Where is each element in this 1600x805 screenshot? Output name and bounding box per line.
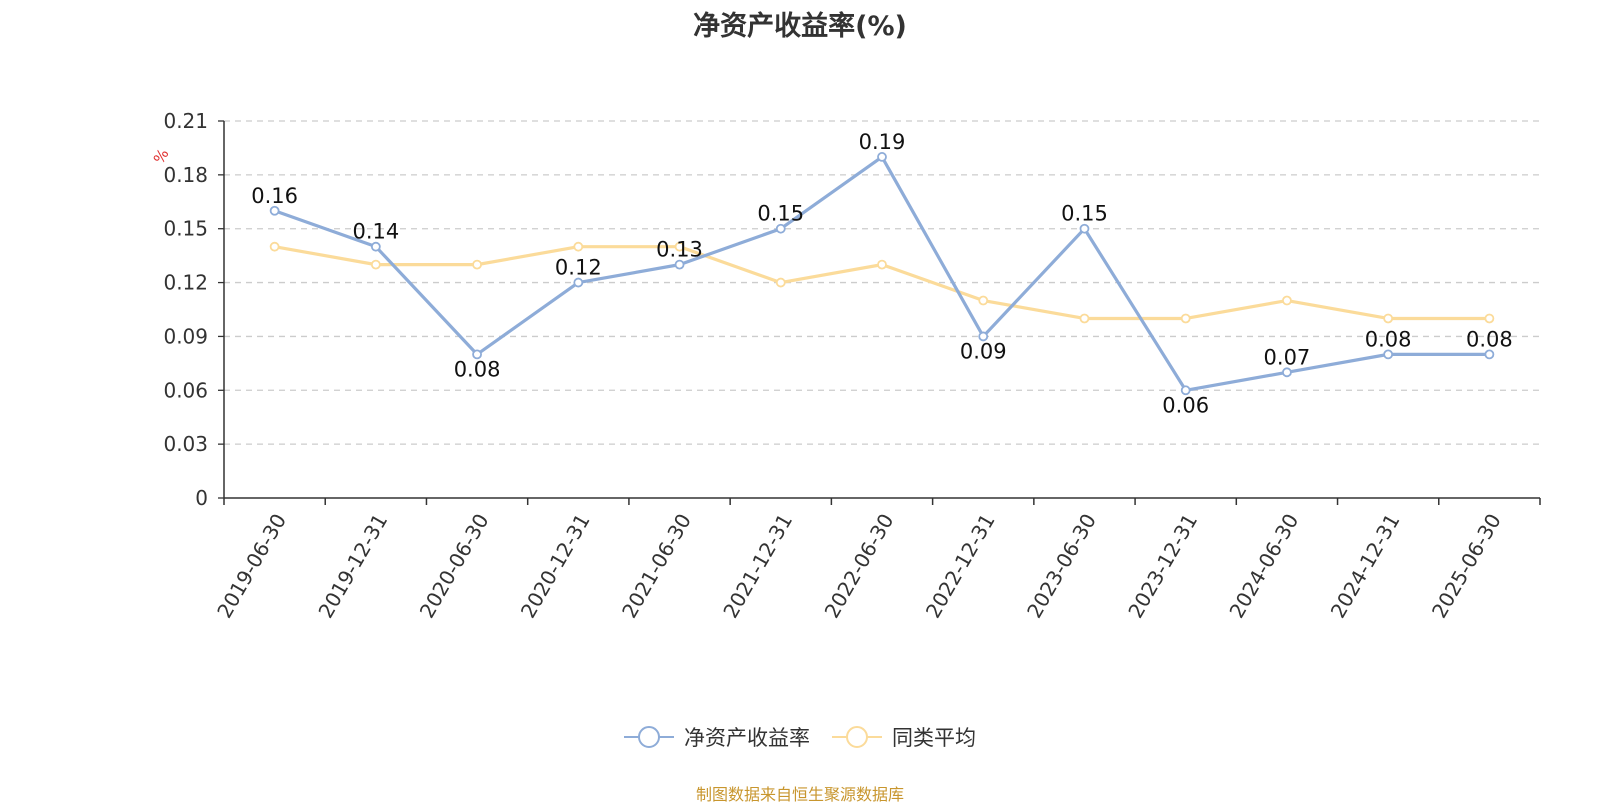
data-label: 0.16 bbox=[251, 184, 298, 208]
legend-item-roe[interactable]: 净资产收益率 bbox=[624, 722, 810, 752]
legend: 净资产收益率 同类平均 bbox=[0, 722, 1600, 752]
y-tick-label: 0.15 bbox=[163, 217, 208, 241]
x-tick-label: 2019-12-31 bbox=[313, 510, 392, 623]
data-labels: 0.16 0.14 0.08 0.12 0.13 0.15 0.19 0.09 0.15 0.06… bbox=[251, 130, 1513, 417]
series-1-point bbox=[269, 241, 280, 252]
legend-marker-peer-average bbox=[832, 726, 882, 748]
x-tick-label: 2023-06-30 bbox=[1022, 510, 1101, 623]
grid-lines bbox=[224, 120, 1540, 445]
data-label: 0.19 bbox=[859, 130, 906, 154]
series-1-point bbox=[370, 259, 381, 270]
y-tick-label: 0.21 bbox=[163, 109, 208, 133]
x-tick-label: 2023-12-31 bbox=[1123, 510, 1202, 623]
data-label: 0.09 bbox=[960, 339, 1007, 363]
series-1-point bbox=[1180, 313, 1191, 324]
legend-item-peer-average[interactable]: 同类平均 bbox=[832, 722, 976, 752]
series-0-point bbox=[573, 277, 584, 288]
series-1-point bbox=[472, 259, 482, 270]
series-0-point bbox=[269, 205, 280, 216]
series-1-point bbox=[1484, 313, 1495, 324]
y-tick-label: 0 bbox=[195, 486, 208, 510]
x-tick-label: 2025-06-30 bbox=[1427, 510, 1506, 623]
series-0-point bbox=[775, 223, 786, 234]
data-label: 0.12 bbox=[555, 256, 602, 280]
legend-marker-roe bbox=[624, 726, 674, 748]
series-0-point bbox=[877, 152, 887, 162]
x-tick-label: 2022-06-30 bbox=[820, 510, 899, 623]
series-1-point bbox=[1383, 313, 1394, 324]
x-tick-label: 2024-12-31 bbox=[1326, 510, 1405, 623]
y-tick-label: 0.06 bbox=[163, 378, 208, 402]
series-1-point bbox=[573, 241, 584, 252]
data-label: 0.07 bbox=[1264, 345, 1311, 369]
data-label: 0.15 bbox=[1061, 202, 1108, 226]
x-tick-label: 2024-06-30 bbox=[1224, 510, 1303, 623]
series-0-point bbox=[1383, 349, 1394, 360]
y-tick-label: 0.09 bbox=[163, 324, 208, 348]
data-label: 0.06 bbox=[1162, 393, 1209, 417]
series-1-point bbox=[978, 295, 989, 306]
series-0-point bbox=[1484, 349, 1495, 360]
y-tick-label: 0.12 bbox=[163, 271, 208, 295]
x-tick-label: 2021-12-31 bbox=[718, 510, 797, 623]
series-0-point bbox=[1079, 223, 1090, 234]
chart-title: 净资产收益率(%) bbox=[693, 11, 907, 42]
series-0-point bbox=[370, 241, 381, 252]
series-1-point bbox=[775, 277, 786, 288]
series-0-point bbox=[472, 349, 482, 360]
data-label: 0.08 bbox=[1466, 327, 1513, 351]
x-tick-label: 2022-12-31 bbox=[921, 509, 1000, 622]
data-label: 0.08 bbox=[454, 357, 501, 381]
x-tick-label: 2020-06-30 bbox=[415, 509, 494, 622]
source-note: 制图数据来自恒生聚源数据库 bbox=[695, 785, 904, 804]
x-tick-label: 2019-06-30 bbox=[212, 510, 291, 623]
series-lines bbox=[269, 152, 1495, 396]
data-label: 0.08 bbox=[1365, 327, 1412, 351]
series-1-point bbox=[1079, 313, 1090, 324]
legend-label-roe: 净资产收益率 bbox=[684, 726, 810, 750]
series-0-point bbox=[674, 259, 685, 270]
series-0-point bbox=[1180, 385, 1191, 396]
line-chart: 0 0.03 0.06 0.09 0.12 0.15 0.18 0.21 2019-06-30 2… bbox=[150, 109, 1541, 623]
y-tick-label: 0.18 bbox=[163, 163, 208, 187]
data-label: 0.14 bbox=[352, 220, 399, 244]
series-1-point bbox=[674, 241, 685, 252]
x-tick-label: 2020-12-31 bbox=[516, 510, 595, 623]
series-1-point bbox=[877, 259, 887, 270]
x-tick-label: 2021-06-30 bbox=[617, 510, 696, 623]
legend-label-peer-average: 同类平均 bbox=[892, 726, 976, 750]
series-0-point bbox=[1282, 367, 1292, 378]
series-0-point bbox=[978, 331, 989, 342]
series-1-point bbox=[1282, 295, 1292, 306]
y-tick-label: 0.03 bbox=[163, 432, 208, 456]
data-label: 0.13 bbox=[656, 238, 703, 262]
data-label: 0.15 bbox=[757, 202, 804, 226]
